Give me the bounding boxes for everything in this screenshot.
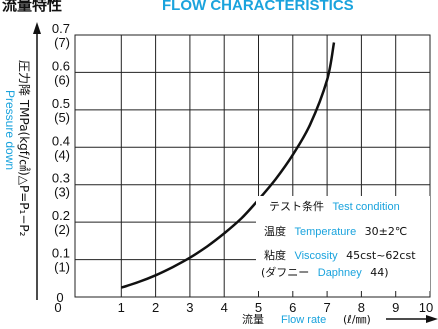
y-tick-label: 0.5 [52, 96, 70, 111]
test-condition-box [256, 196, 430, 291]
x-tick-label: 8 [358, 300, 365, 315]
x-axis-unit: (ℓ/㎜) [343, 313, 371, 326]
x-tick-label: 2 [152, 300, 159, 315]
y-tick-label: 0.6 [52, 58, 70, 73]
test-condition-heading: テスト条件 Test condition [269, 197, 400, 214]
chart-title-en: FLOW CHARACTERISTICS [162, 0, 354, 14]
x-tick-label: 7 [323, 300, 330, 315]
x-tick-label: 0 [54, 300, 61, 315]
oil-line: (ダフニー Daphney 44) [261, 263, 389, 280]
x-tick-label: 5 [255, 300, 262, 315]
viscosity-line: 粘度 Viscosity 45cst~62cst [264, 246, 416, 263]
x-axis-arrowhead-icon [426, 315, 438, 323]
y-axis-arrowhead-icon [33, 22, 41, 34]
y-axis-label-en: Pressure down [3, 90, 17, 170]
y-tick-sublabel: (3) [54, 185, 70, 200]
y-tick-label: 0.3 [52, 171, 70, 186]
y-tick-sublabel: (4) [54, 147, 70, 162]
x-tick-label: 3 [186, 300, 193, 315]
y-tick-sublabel: (6) [54, 72, 70, 87]
temperature-line: 温度 Temperature 30±2℃ [264, 222, 407, 239]
x-tick-label: 10 [419, 300, 433, 315]
x-tick-label: 6 [289, 300, 296, 315]
x-tick-labels: 0 1 2 3 4 5 6 7 8 9 10 [54, 300, 433, 315]
y-tick-label: 0.7 [52, 21, 70, 36]
y-tick-labels: 0 0.1(1) 0.2(2) 0.3(3) 0.4(4) 0.5(5) 0.6(6) 0.7… [52, 21, 70, 305]
x-tick-label: 4 [221, 300, 228, 315]
y-tick-label: 0.1 [52, 246, 70, 261]
y-tick-sublabel: (7) [54, 35, 70, 50]
y-tick-sublabel: (1) [54, 260, 70, 275]
y-tick-sublabel: (2) [54, 222, 70, 237]
y-tick-label: 0.4 [52, 133, 70, 148]
x-axis-label-en: Flow rate [281, 314, 326, 326]
x-tick-label: 1 [118, 300, 125, 315]
y-tick-label: 0 [56, 290, 63, 305]
chart-title-jp: 流量特性 [2, 0, 62, 14]
y-tick-label: 0.2 [52, 208, 70, 223]
plot-area [74, 34, 431, 298]
series-curve [120, 42, 336, 289]
y-axis-label-jp: 圧力降 TMPa(kgf/㎠)△P=P₁−P₂ [17, 60, 31, 237]
y-tick-sublabel: (5) [54, 110, 70, 125]
x-axis-label-jp: 流量 [242, 312, 264, 326]
x-tick-label: 9 [392, 300, 399, 315]
